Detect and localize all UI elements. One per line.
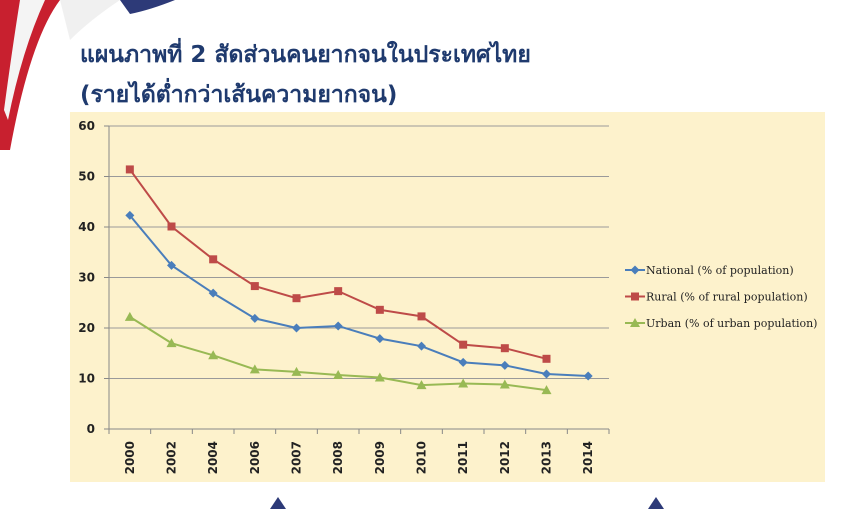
legend-label: Urban (% of urban population)	[646, 317, 817, 330]
marker	[631, 293, 639, 301]
x-tick-label: 2014	[581, 441, 595, 474]
marker	[501, 344, 509, 352]
x-tick-label: 2002	[165, 441, 179, 474]
marker	[543, 355, 551, 363]
x-tick-label: 2012	[498, 441, 512, 474]
marker	[168, 222, 176, 230]
y-tick-label: 50	[78, 170, 95, 184]
y-tick-label: 20	[78, 321, 95, 335]
y-tick-label: 30	[78, 271, 95, 285]
marker	[459, 341, 467, 349]
marker	[376, 306, 384, 314]
x-tick-label: 2013	[540, 441, 554, 474]
x-tick-label: 2000	[123, 441, 137, 474]
bottom-decoration	[270, 497, 664, 509]
x-tick-label: 2008	[331, 441, 345, 474]
x-tick-label: 2004	[206, 441, 220, 474]
chart-subtitle: (รายได้ต่ำกว่าเส้นความยากจน)	[80, 77, 397, 108]
marker	[293, 294, 301, 302]
marker	[418, 312, 426, 320]
x-tick-label: 2006	[248, 441, 262, 474]
page: {"chart_data": {"type": "line", "title":…	[0, 0, 854, 509]
y-tick-label: 40	[78, 220, 95, 234]
y-tick-label: 10	[78, 372, 95, 386]
x-tick-label: 2010	[415, 441, 429, 474]
marker	[126, 165, 134, 173]
legend-label: Rural (% of rural population)	[646, 291, 808, 304]
x-tick-label: 2011	[456, 441, 470, 474]
slide: แผนภาพที่ 2 สัดส่วนคนยากจนในประเทศไทย (ร…	[0, 0, 854, 509]
x-tick-label: 2007	[290, 441, 304, 474]
y-tick-label: 60	[78, 119, 95, 133]
chart-title: แผนภาพที่ 2 สัดส่วนคนยากจนในประเทศไทย	[80, 37, 531, 68]
marker	[251, 282, 259, 290]
marker	[209, 255, 217, 263]
marker	[334, 287, 342, 295]
y-tick-label: 0	[87, 422, 95, 436]
x-tick-label: 2009	[373, 441, 387, 474]
legend-label: National (% of population)	[646, 264, 794, 277]
